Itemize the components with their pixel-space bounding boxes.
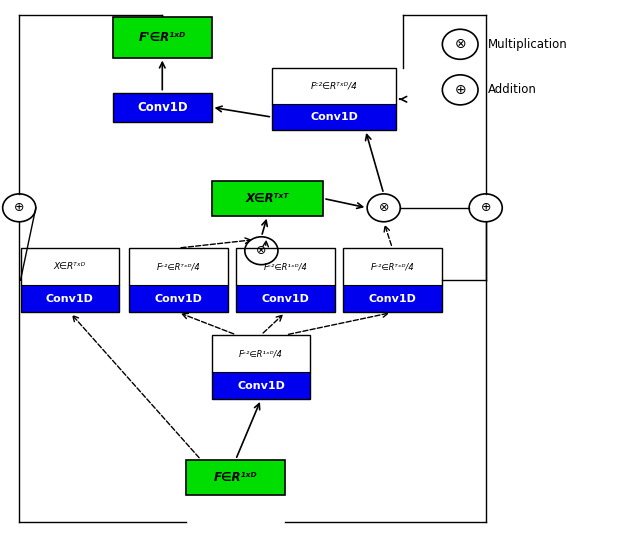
- Bar: [212, 335, 310, 372]
- Text: Conv1D: Conv1D: [369, 294, 416, 304]
- Bar: [343, 248, 442, 313]
- Bar: [20, 248, 119, 313]
- Bar: [129, 285, 228, 313]
- Text: Conv1D: Conv1D: [237, 381, 285, 391]
- Text: ⊕: ⊕: [14, 202, 24, 215]
- Bar: [113, 93, 212, 122]
- Bar: [236, 248, 335, 313]
- Text: Conv1D: Conv1D: [137, 101, 188, 114]
- Bar: [236, 248, 335, 285]
- Text: Multiplication: Multiplication: [488, 38, 567, 51]
- Text: F'∈R¹ˣᴰ: F'∈R¹ˣᴰ: [139, 31, 186, 44]
- Bar: [212, 335, 310, 399]
- Text: Conv1D: Conv1D: [310, 112, 358, 122]
- Bar: [20, 285, 119, 313]
- Text: Conv1D: Conv1D: [154, 294, 202, 304]
- Text: Fᶜ²∈Rᵀˣᴰ/4: Fᶜ²∈Rᵀˣᴰ/4: [311, 82, 358, 91]
- Text: Conv1D: Conv1D: [261, 294, 309, 304]
- Bar: [212, 181, 323, 216]
- Bar: [212, 372, 310, 399]
- Bar: [129, 248, 228, 313]
- Bar: [343, 248, 442, 285]
- Text: ⊕: ⊕: [481, 202, 491, 215]
- Bar: [20, 248, 119, 285]
- Text: Fᶜ²∈R¹ˣᴰ/4: Fᶜ²∈R¹ˣᴰ/4: [239, 349, 283, 358]
- Text: ⊗: ⊗: [256, 244, 267, 257]
- Text: ⊕: ⊕: [454, 83, 466, 97]
- Bar: [129, 248, 228, 285]
- Bar: [113, 17, 212, 58]
- Text: X∈Rᵀˣᵀ: X∈Rᵀˣᵀ: [246, 192, 289, 205]
- Text: Fᶜ²∈Rᵀˣᴰ/4: Fᶜ²∈Rᵀˣᴰ/4: [156, 262, 200, 271]
- Bar: [272, 104, 396, 130]
- Bar: [272, 68, 396, 104]
- Bar: [272, 68, 396, 130]
- Bar: [236, 285, 335, 313]
- Bar: [343, 285, 442, 313]
- Text: ⊗: ⊗: [454, 37, 466, 51]
- Text: ⊗: ⊗: [378, 202, 389, 215]
- Text: F∈R¹ˣᴰ: F∈R¹ˣᴰ: [214, 471, 257, 484]
- Bar: [186, 460, 285, 495]
- Text: Fᶜ²∈R¹ˣᴰ/4: Fᶜ²∈R¹ˣᴰ/4: [263, 262, 307, 271]
- Text: X∈Rᵀˣᴰ: X∈Rᵀˣᴰ: [54, 262, 86, 271]
- Text: Addition: Addition: [488, 84, 536, 96]
- Text: Conv1D: Conv1D: [46, 294, 94, 304]
- Text: Fᶜ²∈Rᵀˣᴰ/4: Fᶜ²∈Rᵀˣᴰ/4: [371, 262, 414, 271]
